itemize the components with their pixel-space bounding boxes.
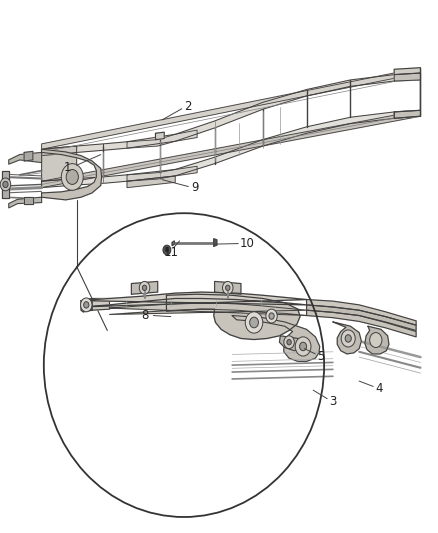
Polygon shape (215, 281, 241, 294)
Circle shape (81, 298, 92, 312)
Text: 3: 3 (329, 395, 336, 408)
Polygon shape (307, 300, 416, 325)
Polygon shape (307, 310, 416, 337)
Text: 5: 5 (317, 350, 324, 362)
Text: 1: 1 (64, 161, 72, 174)
Text: 4: 4 (375, 382, 383, 394)
Polygon shape (333, 322, 361, 354)
Polygon shape (394, 110, 420, 118)
Polygon shape (81, 292, 307, 307)
Polygon shape (232, 316, 320, 361)
Text: 2: 2 (184, 100, 192, 113)
Circle shape (0, 178, 11, 191)
Polygon shape (42, 110, 420, 188)
Circle shape (287, 340, 291, 345)
Polygon shape (127, 176, 175, 188)
Polygon shape (166, 294, 300, 340)
Polygon shape (9, 197, 42, 208)
Polygon shape (127, 130, 197, 148)
Polygon shape (394, 73, 420, 81)
Circle shape (226, 285, 230, 290)
Polygon shape (365, 326, 389, 354)
Polygon shape (81, 298, 92, 312)
Polygon shape (155, 132, 164, 140)
Circle shape (250, 317, 258, 328)
Polygon shape (24, 151, 33, 161)
Circle shape (370, 333, 382, 348)
Polygon shape (9, 152, 42, 164)
Polygon shape (42, 146, 77, 181)
Polygon shape (42, 149, 102, 200)
Polygon shape (2, 171, 9, 198)
Polygon shape (131, 281, 158, 294)
Polygon shape (24, 197, 33, 204)
Text: 10: 10 (240, 237, 255, 250)
Circle shape (3, 181, 8, 188)
Polygon shape (92, 298, 110, 310)
Polygon shape (214, 239, 217, 246)
Circle shape (245, 312, 263, 333)
Polygon shape (42, 73, 420, 156)
Circle shape (266, 309, 277, 323)
Text: 8: 8 (141, 309, 148, 322)
Circle shape (300, 342, 307, 351)
Polygon shape (110, 303, 307, 316)
Circle shape (341, 330, 355, 347)
Circle shape (142, 285, 147, 290)
Circle shape (66, 169, 78, 184)
Circle shape (61, 164, 83, 190)
Circle shape (269, 313, 274, 319)
Polygon shape (172, 241, 174, 246)
Polygon shape (307, 305, 416, 330)
Circle shape (163, 245, 171, 255)
Circle shape (223, 281, 233, 294)
Text: 9: 9 (191, 181, 199, 194)
Circle shape (139, 281, 150, 294)
Polygon shape (42, 68, 420, 149)
Polygon shape (279, 336, 302, 351)
Circle shape (84, 302, 89, 308)
Polygon shape (394, 68, 420, 118)
Polygon shape (127, 166, 197, 181)
Polygon shape (42, 110, 420, 188)
Circle shape (295, 337, 311, 356)
Text: 11: 11 (163, 246, 178, 259)
Circle shape (165, 248, 169, 252)
Circle shape (284, 336, 294, 349)
Circle shape (345, 335, 351, 342)
